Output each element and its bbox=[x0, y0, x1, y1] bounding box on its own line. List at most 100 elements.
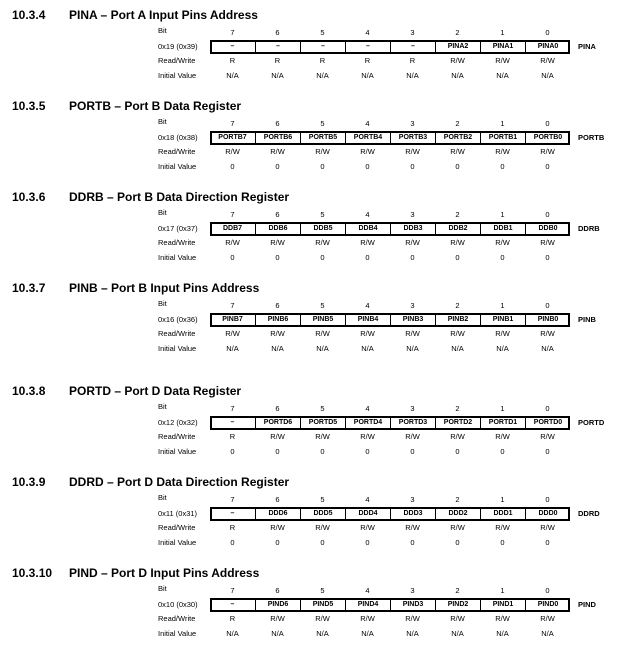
bit-name-cell: DDB6 bbox=[255, 224, 300, 234]
section-title: DDRD – Port D Data Direction Register bbox=[69, 475, 290, 489]
bit-name-cell: PINB7 bbox=[222, 316, 243, 323]
read-write-value: R/W bbox=[315, 238, 330, 247]
read-write-value: R/W bbox=[540, 432, 555, 441]
bit-number: 4 bbox=[365, 301, 370, 310]
bit-number: 0 bbox=[545, 404, 550, 413]
section-title: PIND – Port D Input Pins Address bbox=[69, 566, 260, 580]
initial-value: N/A bbox=[316, 629, 329, 638]
initial-value: 0 bbox=[365, 447, 370, 456]
read-write-value: R/W bbox=[540, 238, 555, 247]
register-bit-box: DDB7 DDB6 DDB5 DDB4 DDB3 DDB2 DDB1 DDB0 bbox=[210, 222, 570, 236]
section-number: 10.3.10 bbox=[12, 566, 53, 580]
bit-number: 3 bbox=[410, 119, 415, 128]
read-write-value: R/W bbox=[270, 614, 285, 623]
initial-value: 0 bbox=[545, 162, 550, 171]
initial-value: 0 bbox=[500, 162, 505, 171]
read-write-value: R/W bbox=[315, 432, 330, 441]
read-write-label: Read/Write bbox=[158, 432, 196, 441]
read-write-row: R R R R R R/W R/W R/W bbox=[210, 56, 570, 66]
bit-name-cell: PINB3 bbox=[390, 315, 435, 325]
initial-value: N/A bbox=[451, 71, 464, 80]
bit-name-cell: DDB7 bbox=[222, 225, 243, 232]
register-bit-box: – PIND6 PIND5 PIND4 PIND3 PIND2 PIND1 PIND0 bbox=[210, 598, 570, 612]
initial-value: 0 bbox=[455, 447, 460, 456]
initial-value-label: Initial Value bbox=[158, 447, 197, 456]
bit-number: 4 bbox=[365, 28, 370, 37]
initial-value: 0 bbox=[320, 447, 325, 456]
register-section: 10.3.5 PORTB – Port B Data Register Bit 7 6 5… bbox=[0, 99, 631, 185]
bit-number: 5 bbox=[320, 404, 325, 413]
bit-number: 5 bbox=[320, 301, 325, 310]
bit-name-cell: – bbox=[390, 42, 435, 52]
read-write-label: Read/Write bbox=[158, 523, 196, 532]
read-write-value: R/W bbox=[540, 614, 555, 623]
initial-value: 0 bbox=[230, 538, 235, 547]
initial-value: N/A bbox=[271, 629, 284, 638]
bit-name-cell: PORTD6 bbox=[255, 418, 300, 428]
bit-name-cell: PINB4 bbox=[345, 315, 390, 325]
initial-value: N/A bbox=[361, 629, 374, 638]
bit-number: 2 bbox=[455, 404, 460, 413]
register-bit-box: PORTB7 PORTB6 PORTB5 PORTB4 PORTB3 PORTB2 PORT… bbox=[210, 131, 570, 145]
bit-name-cell: PORTD3 bbox=[390, 418, 435, 428]
bit-name-cell: – bbox=[230, 43, 235, 50]
initial-value: N/A bbox=[406, 629, 419, 638]
bit-number: 0 bbox=[545, 28, 550, 37]
read-write-value: R/W bbox=[270, 523, 285, 532]
bit-number-row: 7 6 5 4 3 2 1 0 bbox=[210, 28, 570, 38]
register-section: 10.3.4 PINA – Port A Input Pins Address Bi… bbox=[0, 8, 631, 94]
bit-number: 3 bbox=[410, 495, 415, 504]
initial-value: 0 bbox=[230, 447, 235, 456]
register-address: 0x10 (0x30) bbox=[158, 600, 198, 609]
read-write-value: R bbox=[274, 56, 281, 65]
read-write-value: R/W bbox=[360, 147, 375, 156]
bit-label: Bit bbox=[158, 493, 167, 502]
read-write-value: R/W bbox=[450, 329, 465, 338]
read-write-value: R/W bbox=[270, 432, 285, 441]
bit-name-cell: PORTD5 bbox=[300, 418, 345, 428]
bit-name-cell: PINB0 bbox=[525, 315, 570, 325]
bit-label: Bit bbox=[158, 117, 167, 126]
bit-name-cell: PORTB4 bbox=[345, 133, 390, 143]
read-write-value: R/W bbox=[540, 329, 555, 338]
read-write-value: R/W bbox=[405, 523, 420, 532]
bit-number: 1 bbox=[500, 28, 505, 37]
read-write-label: Read/Write bbox=[158, 614, 196, 623]
bit-name-cell: PINB1 bbox=[480, 315, 525, 325]
initial-value: 0 bbox=[500, 538, 505, 547]
section-number: 10.3.5 bbox=[12, 99, 46, 113]
initial-value: N/A bbox=[451, 344, 464, 353]
bit-name-cell: – bbox=[230, 419, 235, 426]
initial-value: 0 bbox=[365, 162, 370, 171]
bit-number: 7 bbox=[230, 301, 235, 310]
read-write-value: R/W bbox=[360, 432, 375, 441]
read-write-value: R/W bbox=[270, 147, 285, 156]
bit-number: 0 bbox=[545, 495, 550, 504]
bit-number: 3 bbox=[410, 210, 415, 219]
register-section: 10.3.8 PORTD – Port D Data Register Bit 7 6 5… bbox=[0, 384, 631, 470]
initial-value: N/A bbox=[451, 629, 464, 638]
bit-name-cell: DDB2 bbox=[435, 224, 480, 234]
initial-value: 0 bbox=[410, 447, 415, 456]
section-title: PINB – Port B Input Pins Address bbox=[69, 281, 260, 295]
initial-value: N/A bbox=[406, 344, 419, 353]
read-write-value: R/W bbox=[360, 238, 375, 247]
bit-number: 1 bbox=[500, 404, 505, 413]
initial-value: 0 bbox=[410, 538, 415, 547]
bit-label: Bit bbox=[158, 584, 167, 593]
initial-value-row: 0 0 0 0 0 0 0 0 bbox=[210, 162, 570, 172]
initial-value: N/A bbox=[541, 629, 554, 638]
read-write-row: R/W R/W R/W R/W R/W R/W R/W R/W bbox=[210, 329, 570, 339]
read-write-value: R bbox=[364, 56, 371, 65]
read-write-value: R/W bbox=[495, 329, 510, 338]
initial-value: 0 bbox=[410, 253, 415, 262]
initial-value: 0 bbox=[545, 538, 550, 547]
initial-value: N/A bbox=[361, 71, 374, 80]
read-write-value: R/W bbox=[450, 238, 465, 247]
read-write-value: R/W bbox=[450, 614, 465, 623]
initial-value-label: Initial Value bbox=[158, 538, 197, 547]
read-write-value: R/W bbox=[540, 56, 555, 65]
read-write-label: Read/Write bbox=[158, 56, 196, 65]
read-write-value: R/W bbox=[495, 614, 510, 623]
read-write-value: R/W bbox=[225, 238, 240, 247]
